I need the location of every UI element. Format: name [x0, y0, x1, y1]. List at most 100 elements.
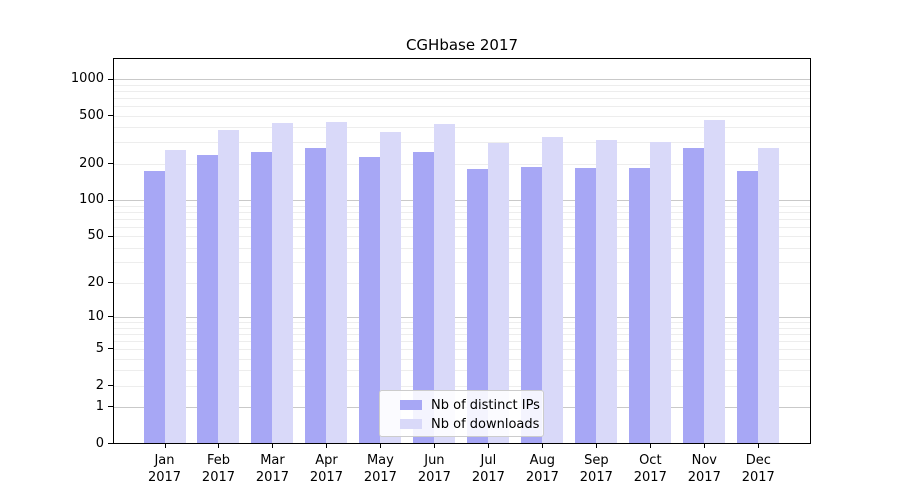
x-tick-label-apr: Apr 2017 [309, 453, 343, 485]
y-tick-2 [108, 385, 113, 387]
bar-downloads-sep [596, 139, 618, 443]
x-tick-label-mar: Mar 2017 [255, 453, 289, 485]
minor-gridline-600 [114, 105, 810, 107]
bar-distinct-ips-apr [305, 147, 327, 443]
x-tick-label-feb: Feb 2017 [201, 453, 236, 485]
bar-downloads-jul [488, 142, 510, 443]
bar-downloads-dec [758, 148, 780, 443]
y-tick-label-500: 500 [79, 107, 104, 123]
bar-distinct-ips-nov [683, 148, 705, 443]
x-tick-nov [704, 444, 706, 448]
chart-title: CGHbase 2017 [405, 36, 519, 54]
x-tick-label-nov: Nov 2017 [687, 453, 721, 485]
minor-gridline-300 [114, 142, 810, 144]
minor-gridline-2 [114, 385, 810, 387]
bar-distinct-ips-oct [629, 168, 651, 443]
bar-downloads-apr [326, 122, 348, 443]
minor-gridline-90 [114, 205, 810, 207]
minor-gridline-8 [114, 327, 810, 329]
minor-gridline-80 [114, 211, 810, 213]
x-tick-label-oct: Oct 2017 [633, 453, 667, 485]
x-tick-dec [758, 444, 760, 448]
minor-gridline-9 [114, 322, 810, 324]
bar-downloads-oct [650, 142, 672, 443]
minor-gridline-50 [114, 236, 810, 238]
minor-gridline-7 [114, 333, 810, 335]
x-tick-label-sep: Sep 2017 [579, 453, 613, 485]
legend-label-downloads: Nb of downloads [431, 416, 540, 432]
bar-distinct-ips-aug [521, 167, 543, 443]
x-tick-apr [326, 444, 328, 448]
bar-downloads-aug [542, 136, 564, 443]
x-tick-label-jan: Jan 2017 [147, 453, 182, 485]
minor-gridline-30 [114, 262, 810, 264]
x-tick-label-aug: Aug 2017 [525, 453, 559, 485]
bar-downloads-may [380, 131, 402, 443]
bar-distinct-ips-feb [197, 154, 219, 443]
legend: Nb of distinct IPs Nb of downloads [379, 390, 544, 437]
minor-gridline-800 [114, 90, 810, 92]
bar-downloads-jan [164, 150, 186, 443]
minor-gridline-700 [114, 97, 810, 99]
y-tick-label-100: 100 [79, 192, 104, 207]
y-tick-100 [108, 199, 113, 201]
minor-gridline-4 [114, 358, 810, 360]
bar-distinct-ips-jun [413, 151, 435, 443]
minor-gridline-500 [114, 115, 810, 117]
bar-downloads-feb [218, 130, 240, 443]
bar-distinct-ips-dec [737, 171, 759, 443]
y-tick-1 [108, 406, 113, 408]
bar-downloads-mar [272, 123, 294, 443]
major-gridline-10 [114, 316, 810, 318]
y-tick-label-5: 5 [95, 340, 104, 356]
x-tick-jan [164, 444, 166, 448]
bar-distinct-ips-mar [251, 152, 273, 443]
y-tick-50 [108, 235, 113, 237]
legend-swatch-downloads [400, 419, 422, 429]
x-tick-mar [272, 444, 274, 448]
x-tick-oct [650, 444, 652, 448]
x-tick-sep [596, 444, 598, 448]
y-tick-10 [108, 316, 113, 318]
y-tick-label-50: 50 [87, 228, 104, 244]
legend-item-downloads: Nb of downloads [400, 415, 543, 433]
minor-gridline-3 [114, 370, 810, 372]
x-tick-may [380, 444, 382, 448]
y-tick-label-10: 10 [87, 308, 104, 324]
bar-distinct-ips-jan [143, 171, 165, 443]
minor-gridline-40 [114, 247, 810, 249]
y-tick-20 [108, 282, 113, 284]
x-tick-label-jul: Jul 2017 [471, 453, 505, 485]
y-tick-500 [108, 115, 113, 117]
minor-gridline-200 [114, 163, 810, 165]
y-tick-5 [108, 348, 113, 350]
y-tick-label-1000: 1000 [70, 71, 104, 86]
x-tick-label-jun: Jun 2017 [417, 453, 451, 485]
minor-gridline-6 [114, 340, 810, 342]
minor-gridline-20 [114, 282, 810, 284]
x-tick-label-dec: Dec 2017 [741, 453, 775, 485]
minor-gridline-900 [114, 84, 810, 86]
y-tick-label-0: 0 [95, 435, 104, 451]
y-tick-label-20: 20 [87, 274, 104, 290]
y-tick-label-2: 2 [95, 377, 104, 393]
x-tick-aug [542, 444, 544, 448]
x-tick-jul [488, 444, 490, 448]
y-tick-1000 [108, 78, 113, 80]
minor-gridline-5 [114, 348, 810, 350]
legend-item-distinct-ips: Nb of distinct IPs [400, 396, 543, 414]
y-tick-0 [108, 443, 113, 444]
bar-distinct-ips-sep [575, 167, 597, 443]
bar-distinct-ips-jul [467, 169, 489, 443]
y-tick-label-1: 1 [95, 398, 104, 414]
y-tick-label-200: 200 [79, 155, 104, 171]
minor-gridline-70 [114, 218, 810, 220]
legend-swatch-distinct-ips [400, 400, 422, 410]
major-gridline-1000 [114, 79, 810, 80]
bar-distinct-ips-may [359, 156, 381, 443]
x-tick-label-may: May 2017 [363, 453, 397, 485]
plot-area [113, 58, 811, 444]
x-tick-jun [434, 444, 436, 448]
minor-gridline-400 [114, 127, 810, 129]
bar-downloads-jun [434, 124, 456, 443]
